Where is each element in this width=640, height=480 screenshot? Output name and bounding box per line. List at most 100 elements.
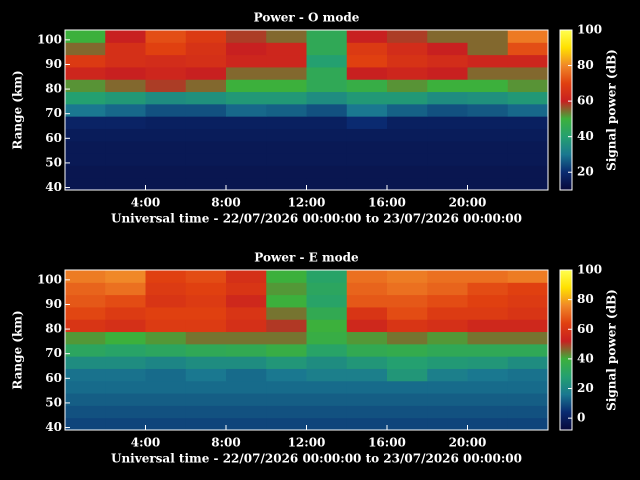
heat-cell	[306, 380, 348, 394]
heat-cell	[185, 405, 227, 419]
heat-cell	[185, 153, 227, 166]
heat-cell	[346, 165, 388, 179]
heat-cell	[346, 153, 388, 166]
heat-cell	[65, 116, 106, 129]
heat-cell	[65, 140, 106, 154]
heat-cell	[105, 103, 146, 117]
heat-cell	[185, 54, 227, 68]
heat-cell	[306, 153, 348, 166]
heat-cell	[185, 331, 227, 345]
heat-cell	[226, 30, 267, 43]
heat-cell	[306, 66, 348, 80]
heat-cell	[105, 79, 146, 93]
x-tick-label: 20:00	[449, 436, 487, 450]
heat-cell	[65, 282, 106, 296]
heat-cell	[185, 91, 227, 105]
heat-cell	[226, 66, 267, 80]
heat-cell	[185, 282, 227, 296]
heat-cell	[387, 42, 428, 56]
heat-cell	[266, 103, 307, 117]
heat-cell	[65, 331, 106, 345]
heat-cell	[105, 356, 146, 369]
heat-cell	[226, 54, 267, 68]
y-tick-label: 40	[45, 420, 62, 434]
heat-cell	[427, 331, 468, 345]
heat-cell	[306, 103, 348, 117]
heat-cell	[346, 103, 388, 117]
y-tick-label: 80	[45, 82, 62, 96]
heat-cell	[427, 177, 468, 191]
heat-cell	[105, 54, 146, 68]
heat-cell	[507, 393, 549, 406]
heat-cell	[105, 153, 146, 166]
heat-cell	[387, 91, 428, 105]
heat-cell	[387, 140, 428, 154]
heat-cell	[306, 356, 348, 369]
heat-cell	[226, 42, 267, 56]
heat-cell	[145, 282, 187, 296]
heat-cell	[306, 393, 348, 406]
heat-cell	[306, 30, 348, 43]
heat-cell	[387, 356, 428, 369]
heat-cell	[507, 91, 549, 105]
heat-cell	[306, 294, 348, 308]
heat-cell	[266, 140, 307, 154]
heat-cell	[145, 368, 187, 382]
heat-cell	[507, 140, 549, 154]
colorbar-tick-label: 100	[577, 23, 602, 37]
heat-cell	[105, 282, 146, 296]
heat-cell	[507, 128, 549, 142]
heat-cell	[266, 128, 307, 142]
heat-cell	[346, 140, 388, 154]
heat-cell	[105, 393, 146, 406]
heat-cell	[507, 319, 549, 333]
y-tick-label: 70	[45, 346, 62, 360]
heat-cell	[467, 116, 509, 129]
heat-cell	[266, 79, 307, 93]
heat-cell	[65, 54, 106, 68]
heat-cell	[427, 91, 468, 105]
heat-cell	[387, 343, 428, 357]
heat-cell	[467, 380, 509, 394]
heat-cell	[306, 282, 348, 296]
heat-cell	[65, 405, 106, 419]
heat-cell	[226, 294, 267, 308]
x-tick-label: 12:00	[288, 196, 326, 210]
heat-cell	[226, 128, 267, 142]
y-tick-label: 90	[45, 297, 62, 311]
heat-cell	[467, 66, 509, 80]
heat-cell	[387, 294, 428, 308]
heat-cell	[427, 319, 468, 333]
x-tick-label: 16:00	[368, 196, 406, 210]
heat-cell	[185, 356, 227, 369]
heat-cell	[467, 343, 509, 357]
heat-cell	[105, 30, 146, 43]
heat-cell	[387, 30, 428, 43]
heat-cell	[467, 331, 509, 345]
heat-cell	[105, 417, 146, 431]
heat-cell	[467, 417, 509, 431]
colorbar-tick-label: 0	[577, 411, 585, 425]
heat-cell	[105, 91, 146, 105]
heat-cell	[65, 91, 106, 105]
heat-cell	[185, 42, 227, 56]
heat-cell	[507, 405, 549, 419]
heat-cell	[65, 294, 106, 308]
heat-cell	[427, 103, 468, 117]
y-tick-label: 100	[37, 32, 62, 46]
heat-cell	[346, 128, 388, 142]
colorbar-tick-label: 80	[577, 292, 594, 306]
heat-cell	[145, 177, 187, 191]
y-tick-label: 50	[45, 155, 62, 169]
heat-cell	[185, 270, 227, 283]
heat-cell	[427, 30, 468, 43]
heat-cell	[226, 153, 267, 166]
heat-cell	[306, 270, 348, 283]
heat-cell	[427, 294, 468, 308]
x-tick-label: 20:00	[449, 196, 487, 210]
heat-cell	[346, 66, 388, 80]
heat-cell	[145, 306, 187, 320]
heat-cell	[185, 319, 227, 333]
heat-cell	[65, 319, 106, 333]
heat-cell	[346, 319, 388, 333]
